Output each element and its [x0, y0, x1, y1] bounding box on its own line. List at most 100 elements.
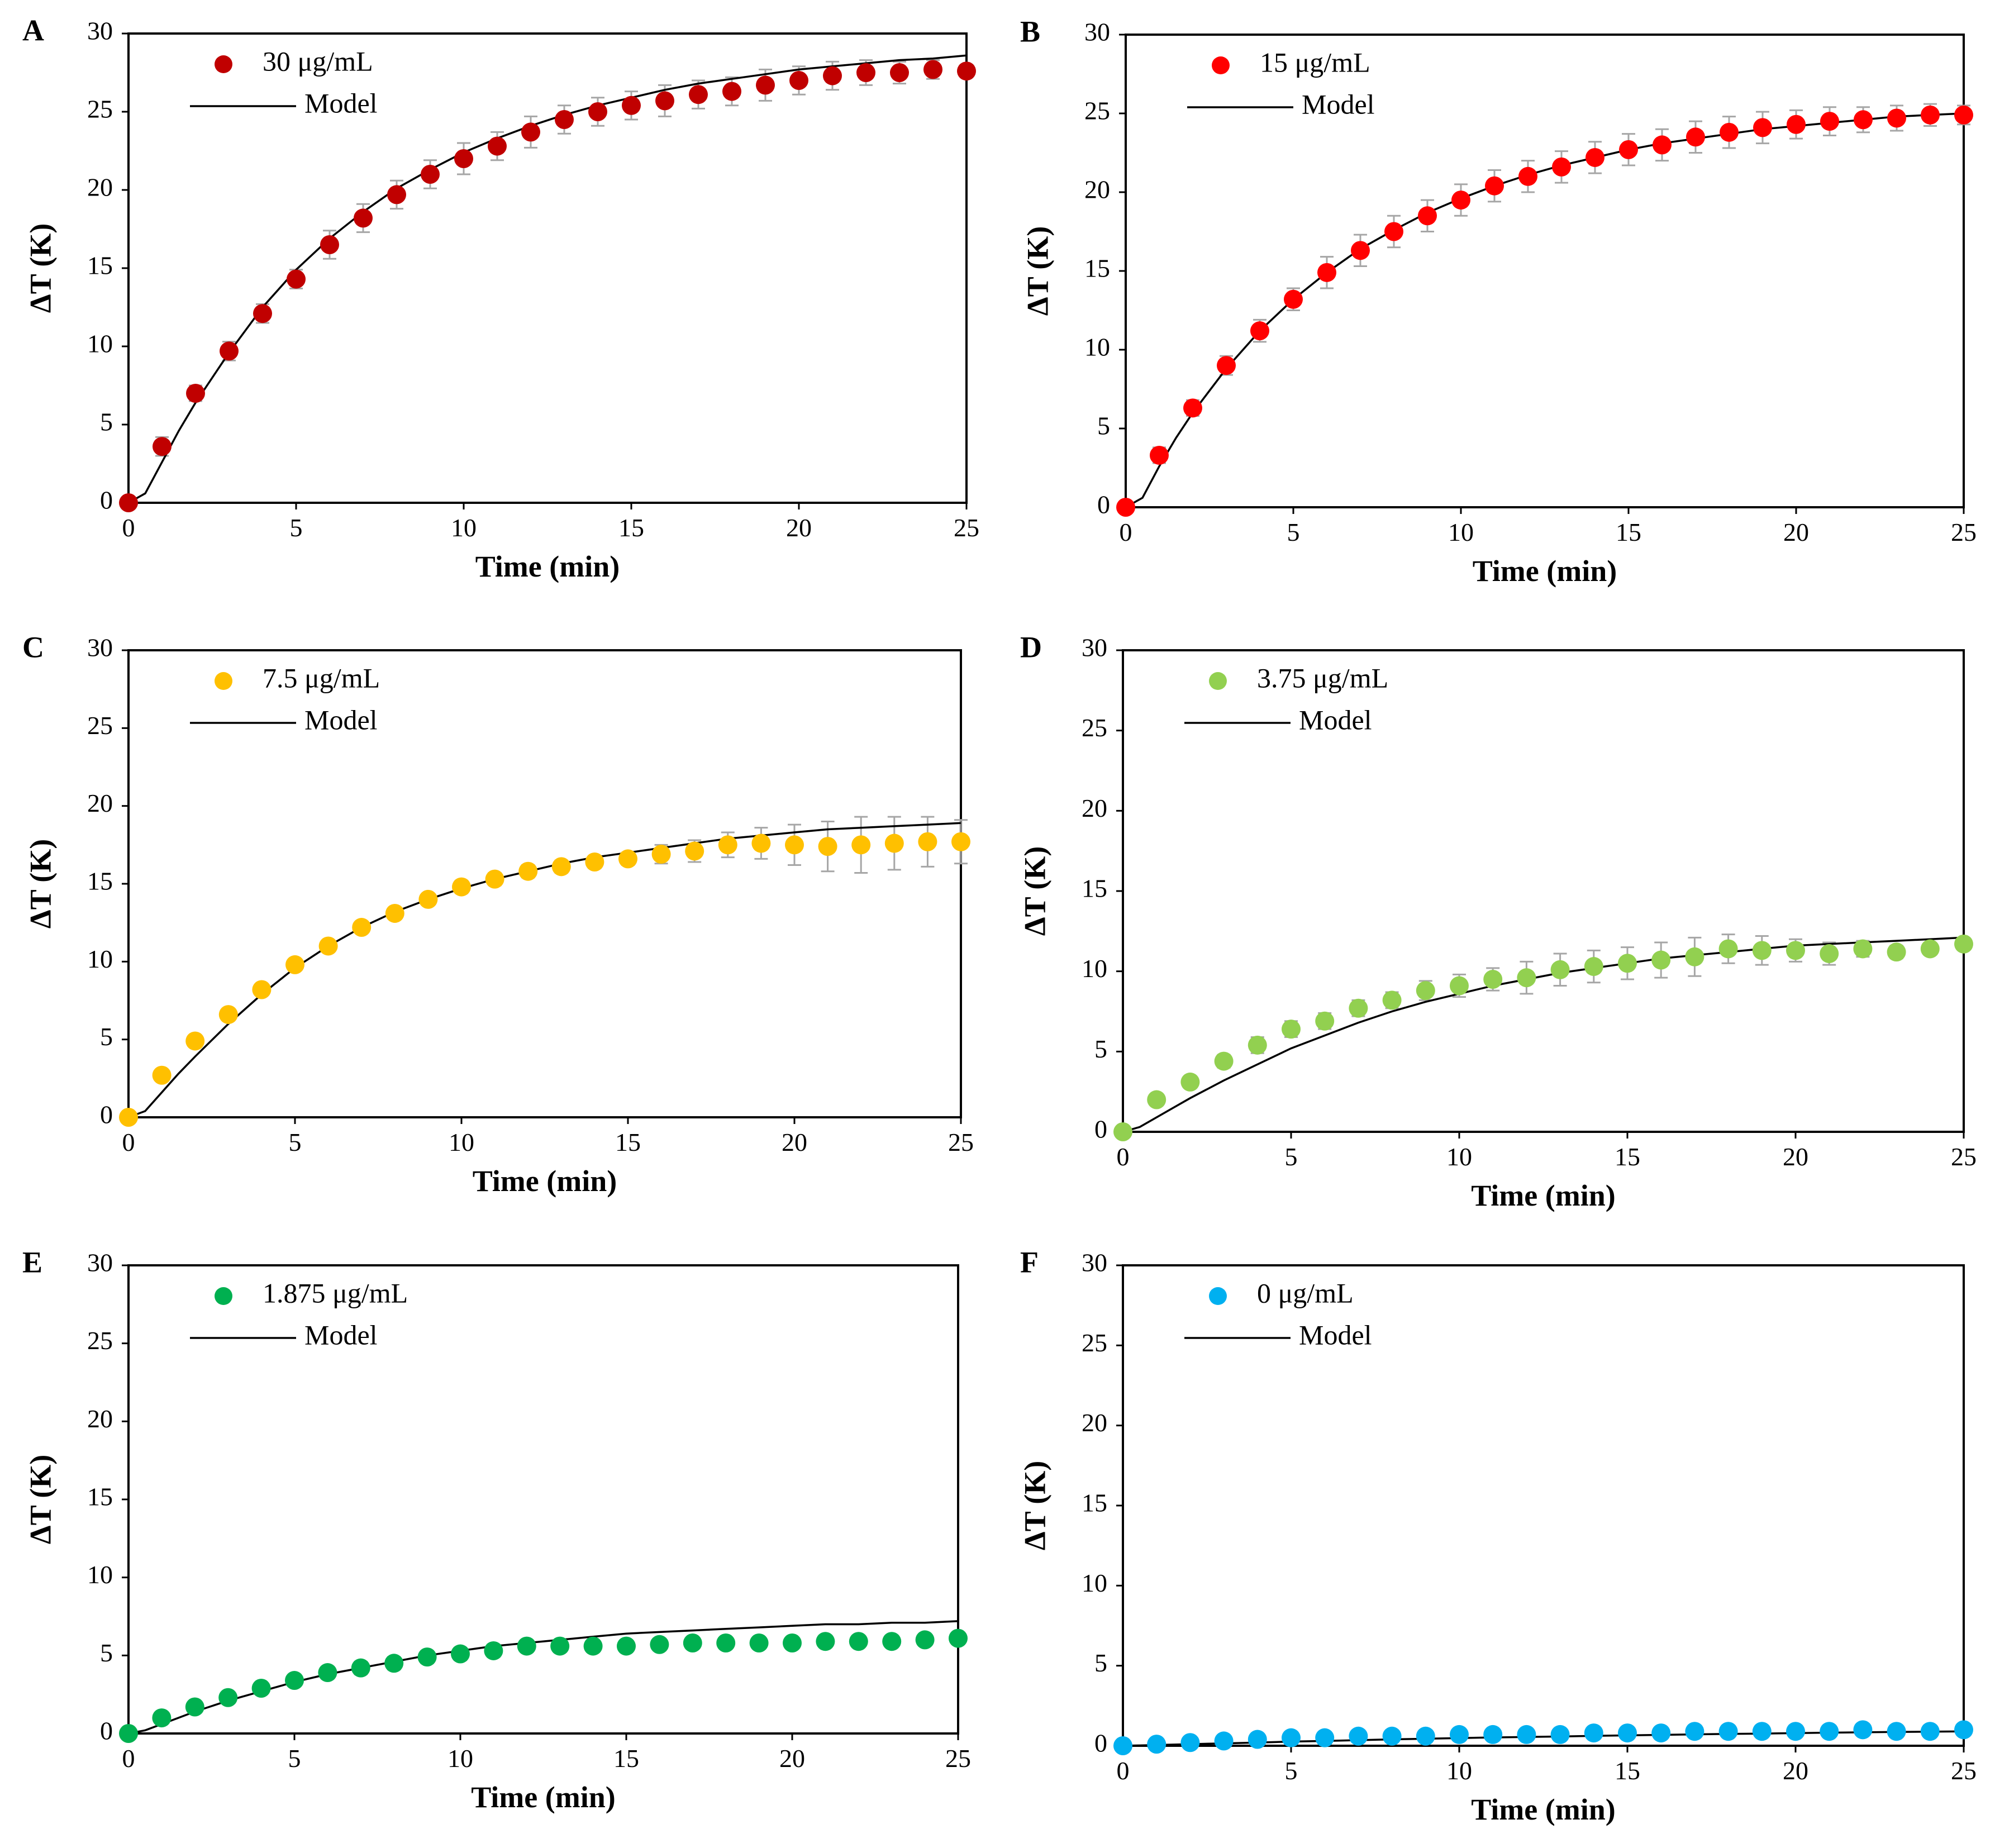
- x-tick-label: 15: [1616, 518, 1641, 546]
- legend-marker-c: [215, 672, 232, 690]
- data-point: [1752, 1722, 1772, 1741]
- legend-label-d: 3.75 μg/mL: [1257, 662, 1388, 693]
- data-point: [1147, 1090, 1166, 1109]
- y-tick-label: 10: [1082, 1569, 1107, 1597]
- legend-marker-d: [1209, 672, 1227, 690]
- y-tick-label: 30: [87, 1249, 113, 1277]
- x-tick-label: 10: [449, 1128, 474, 1156]
- x-tick-label: 15: [618, 513, 644, 542]
- legend-label-e: 1.875 μg/mL: [263, 1277, 408, 1308]
- data-point: [618, 849, 637, 869]
- data-point: [851, 835, 871, 855]
- x-tick-label: 25: [1951, 1756, 1977, 1785]
- data-point: [1585, 147, 1604, 167]
- legend-model-label-f: Model: [1299, 1319, 1372, 1350]
- legend-label-c: 7.5 μg/mL: [263, 662, 380, 693]
- y-tick-label: 10: [87, 330, 113, 358]
- model-curve-b: [1125, 112, 1964, 508]
- y-tick-label: 20: [87, 789, 113, 817]
- y-tick-label: 10: [87, 1560, 113, 1589]
- data-point: [384, 1654, 404, 1673]
- data-point: [585, 852, 604, 871]
- data-point: [622, 96, 641, 115]
- data-point: [957, 61, 976, 81]
- x-axis-title-c: Time (min): [473, 1164, 617, 1198]
- x-axis-title-d: Time (min): [1471, 1179, 1615, 1212]
- data-point: [1820, 1722, 1839, 1741]
- x-tick-label: 5: [288, 1744, 301, 1773]
- data-point: [287, 269, 306, 289]
- data-point: [387, 185, 406, 204]
- x-axis-title-a: Time (min): [475, 550, 620, 583]
- data-point: [1248, 1035, 1267, 1055]
- legend-marker-e: [215, 1287, 232, 1305]
- data-point: [683, 1633, 702, 1652]
- data-point: [1248, 1730, 1267, 1749]
- data-point: [1619, 140, 1638, 159]
- data-point: [318, 1663, 337, 1683]
- x-tick-label: 25: [1951, 1142, 1977, 1171]
- legend-marker-f: [1209, 1287, 1227, 1305]
- model-curve-a: [128, 54, 967, 504]
- data-point: [1483, 1725, 1503, 1744]
- y-axis-title-e: ΔT (K): [23, 1455, 57, 1544]
- data-point: [153, 437, 172, 456]
- data-point: [119, 1108, 138, 1127]
- data-point: [454, 149, 473, 168]
- data-point: [818, 837, 837, 856]
- legend-model-label-a: Model: [304, 87, 378, 118]
- panel-a: A 0 5 10 15 20 25 30 0 5 10 15 20 25 Time (min) ΔT (K) 3…: [22, 13, 979, 583]
- y-tick-label: 5: [100, 1022, 113, 1051]
- data-point: [485, 869, 504, 889]
- data-point: [218, 1005, 238, 1025]
- plot-frame-c: [127, 649, 962, 1118]
- data-point: [351, 1658, 370, 1678]
- data-point: [1349, 998, 1368, 1018]
- data-point: [722, 82, 741, 101]
- data-point: [1618, 1723, 1637, 1743]
- data-point: [285, 955, 304, 974]
- data-point: [421, 165, 440, 184]
- y-tick-label: 20: [1082, 794, 1107, 822]
- y-axis-title-d: ΔT (K): [1018, 846, 1051, 936]
- y-axis-title-b: ΔT (K): [1021, 226, 1054, 316]
- data-point: [218, 1688, 238, 1707]
- x-tick-label: 0: [1117, 1756, 1130, 1785]
- y-tick-label: 25: [1084, 97, 1110, 125]
- model-curve-e: [128, 1620, 959, 1735]
- y-tick-label: 15: [1082, 874, 1107, 903]
- data-point: [1786, 1722, 1805, 1741]
- y-tick-label: 25: [87, 1326, 113, 1355]
- data-point: [253, 304, 272, 323]
- x-tick-label: 0: [1117, 1142, 1130, 1171]
- data-point: [1720, 122, 1739, 142]
- data-point: [1113, 1736, 1132, 1755]
- data-point: [555, 110, 574, 129]
- data-point: [1685, 947, 1704, 966]
- data-point: [1382, 1726, 1402, 1746]
- panel-f: F 0 5 10 15 20 25 30 0 5 10 15 20 25 Time (min) ΔT (K) 0…: [1018, 1245, 1977, 1826]
- x-tick-label: 5: [1287, 518, 1300, 546]
- data-point: [1954, 1720, 1973, 1740]
- x-tick-label: 25: [954, 513, 979, 542]
- data-point: [1786, 941, 1805, 960]
- data-point: [1854, 110, 1873, 130]
- x-tick-label: 0: [122, 1128, 135, 1156]
- panel-label-e: E: [22, 1245, 42, 1279]
- y-tick-label: 30: [87, 17, 113, 45]
- data-point: [685, 841, 704, 861]
- data-point: [1450, 1725, 1469, 1744]
- data-point: [152, 1065, 172, 1085]
- data-point: [1651, 1723, 1671, 1743]
- data-point: [1787, 115, 1806, 134]
- y-tick-label: 15: [1084, 254, 1110, 283]
- data-point: [1485, 176, 1504, 196]
- y-tick-label: 10: [87, 945, 113, 973]
- data-point: [617, 1636, 636, 1656]
- data-point: [1752, 941, 1772, 960]
- data-point: [354, 208, 373, 228]
- data-point: [1853, 939, 1873, 959]
- data-point: [1483, 970, 1503, 989]
- data-point: [1887, 108, 1906, 128]
- data-point: [1718, 1722, 1738, 1741]
